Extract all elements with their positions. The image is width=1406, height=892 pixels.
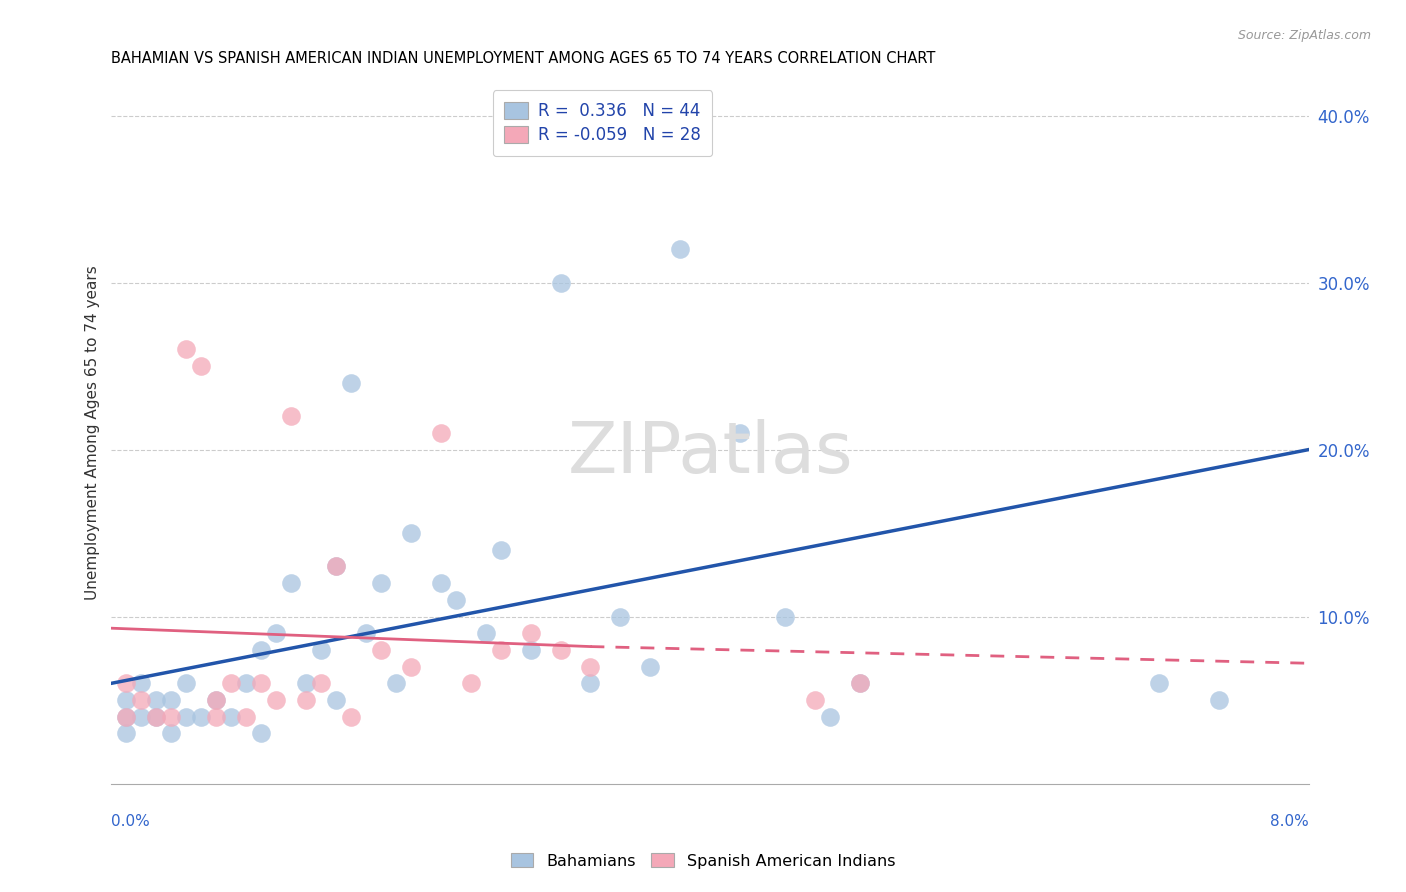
Point (385, 676, 408, 690)
Point (550, 643, 572, 657)
Point (115, 693, 138, 707)
Point (804, 693, 827, 707)
Point (309, 676, 332, 690)
Point (370, 576, 392, 591)
Point (295, 693, 318, 707)
Point (460, 676, 482, 690)
Point (309, 643, 332, 657)
Point (444, 592, 467, 607)
Point (609, 609, 631, 624)
Point (340, 709, 363, 723)
Y-axis label: Unemployment Among Ages 65 to 74 years: Unemployment Among Ages 65 to 74 years (86, 266, 100, 600)
Point (160, 693, 183, 707)
Point (550, 276, 572, 290)
Point (264, 626, 287, 640)
Point (264, 693, 287, 707)
Point (849, 676, 872, 690)
Point (131, 693, 153, 707)
Point (429, 425, 451, 440)
Point (280, 576, 302, 591)
Text: 8.0%: 8.0% (1271, 814, 1309, 829)
Point (219, 709, 242, 723)
Point (250, 676, 273, 690)
Point (370, 643, 392, 657)
Point (773, 609, 796, 624)
Point (399, 659, 422, 673)
Point (235, 676, 257, 690)
Point (115, 709, 138, 723)
Point (174, 709, 197, 723)
Point (250, 643, 273, 657)
Point (219, 676, 242, 690)
Point (205, 693, 228, 707)
Point (145, 693, 167, 707)
Point (340, 376, 363, 390)
Point (160, 709, 183, 723)
Point (131, 676, 153, 690)
Legend: R =  0.336   N = 44, R = -0.059   N = 28: R = 0.336 N = 44, R = -0.059 N = 28 (492, 90, 713, 156)
Point (474, 626, 496, 640)
Point (295, 676, 318, 690)
Point (489, 643, 512, 657)
Point (145, 709, 167, 723)
Point (579, 676, 602, 690)
Point (849, 676, 872, 690)
Point (205, 709, 228, 723)
Point (325, 559, 347, 574)
Text: 0.0%: 0.0% (111, 814, 150, 829)
Point (325, 693, 347, 707)
Point (579, 659, 602, 673)
Point (190, 709, 212, 723)
Point (115, 726, 138, 740)
Point (728, 425, 751, 440)
Point (429, 576, 451, 591)
Point (174, 343, 197, 357)
Point (131, 709, 153, 723)
Point (489, 542, 512, 557)
Point (519, 643, 541, 657)
Point (1208, 693, 1230, 707)
Point (115, 676, 138, 690)
Text: ZIPatlas: ZIPatlas (568, 419, 853, 488)
Point (145, 709, 167, 723)
Point (669, 242, 692, 256)
Point (115, 709, 138, 723)
Point (399, 526, 422, 541)
Point (640, 659, 662, 673)
Point (280, 409, 302, 423)
Point (160, 726, 183, 740)
Point (325, 559, 347, 574)
Point (1149, 676, 1171, 690)
Text: BAHAMIAN VS SPANISH AMERICAN INDIAN UNEMPLOYMENT AMONG AGES 65 TO 74 YEARS CORRE: BAHAMIAN VS SPANISH AMERICAN INDIAN UNEM… (111, 51, 936, 66)
Text: Source: ZipAtlas.com: Source: ZipAtlas.com (1237, 29, 1371, 42)
Point (250, 726, 273, 740)
Point (190, 359, 212, 373)
Legend: Bahamians, Spanish American Indians: Bahamians, Spanish American Indians (505, 847, 901, 875)
Point (519, 626, 541, 640)
Point (174, 676, 197, 690)
Point (205, 693, 228, 707)
Point (354, 626, 377, 640)
Point (818, 709, 841, 723)
Point (235, 709, 257, 723)
